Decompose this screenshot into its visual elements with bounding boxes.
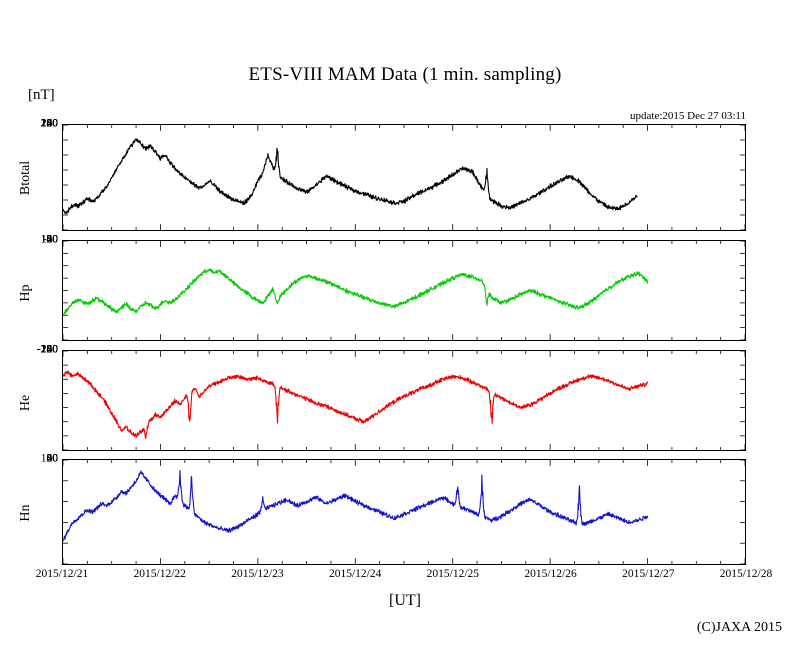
- y-tick-label: -140: [36, 343, 58, 356]
- y-tick-label: -260: [36, 343, 58, 356]
- plot-panel-hn: [62, 459, 746, 565]
- y-tick-label: -180: [36, 343, 58, 356]
- series-hp: [63, 241, 745, 340]
- y-tick-label: 80: [46, 452, 59, 465]
- y-tick-label: 100: [40, 233, 58, 246]
- y-tick-label: -120: [36, 343, 58, 356]
- x-axis-title: [UT]: [389, 592, 421, 609]
- y-ticklabels-hn: 100 80 60 40 20 0: [22, 453, 58, 565]
- y-tick-label: 80: [46, 233, 59, 246]
- y-tick-label: 200: [40, 117, 58, 130]
- x-tick-label: 2015/12/22: [133, 568, 186, 580]
- plot-panel-he: [62, 350, 746, 451]
- y-tick-label: 240: [40, 117, 58, 130]
- series-he: [63, 351, 745, 450]
- y-tick-label: 100: [40, 452, 58, 465]
- copyright-notice: (C)JAXA 2015: [696, 620, 782, 635]
- y-tick-label: 140: [40, 117, 58, 130]
- series-hn: [63, 460, 745, 564]
- y-tick-label: 60: [46, 452, 59, 465]
- x-tick-label: 2015/12/28: [719, 568, 773, 580]
- x-tick-label: 2015/12/24: [328, 568, 382, 580]
- y-tick-label: -20: [42, 233, 58, 246]
- x-tick-label: 2015/12/27: [622, 568, 675, 580]
- y-tick-label: 0: [52, 233, 58, 246]
- update-timestamp: update:2015 Dec 27 03:11: [630, 110, 746, 122]
- x-tick-label: 2015/12/25: [426, 568, 480, 580]
- y-ticklabels-he: -120 -140 -160 -180 -200 -220 -240 -260: [22, 344, 58, 451]
- y-tick-label: -240: [36, 343, 58, 356]
- y-tick-label: 40: [46, 452, 59, 465]
- y-unit-label: [nT]: [28, 87, 55, 103]
- y-tick-label: 20: [46, 233, 59, 246]
- y-ticklabels-hp: 140 120 100 80 60 40 20 0 -20: [22, 234, 58, 341]
- y-tick-label: 20: [46, 452, 59, 465]
- y-tick-label: 220: [40, 117, 58, 130]
- plot-panel-btotal: [62, 124, 746, 231]
- x-tick-label: 2015/12/21: [35, 568, 89, 580]
- y-tick-label: 0: [52, 452, 58, 465]
- y-tick-label: -200: [36, 343, 58, 356]
- y-tick-label: 180: [40, 117, 58, 130]
- y-tick-label: -220: [36, 343, 58, 356]
- plot-panel-hp: [62, 240, 746, 341]
- y-tick-label: -160: [36, 343, 58, 356]
- y-tick-label: 140: [40, 233, 58, 246]
- y-tick-label: 40: [46, 233, 59, 246]
- x-tick-label: 2015/12/26: [524, 568, 577, 580]
- x-tick-label: 2015/12/23: [231, 568, 284, 580]
- x-ticklabels: 2015/12/21 2015/12/22 2015/12/23 2015/12/24…: [0, 568, 810, 584]
- y-tick-label: 120: [40, 233, 58, 246]
- page-title: ETS-VIII MAM Data (1 min. sampling): [248, 64, 562, 85]
- series-btotal: [63, 125, 745, 230]
- y-tick-label: 280: [40, 117, 58, 130]
- y-ticklabels-btotal: 280 260 240 220 200 180 160 140: [22, 118, 58, 231]
- y-tick-label: 60: [46, 233, 59, 246]
- y-tick-label: 260: [40, 117, 58, 130]
- y-tick-label: 160: [40, 117, 58, 130]
